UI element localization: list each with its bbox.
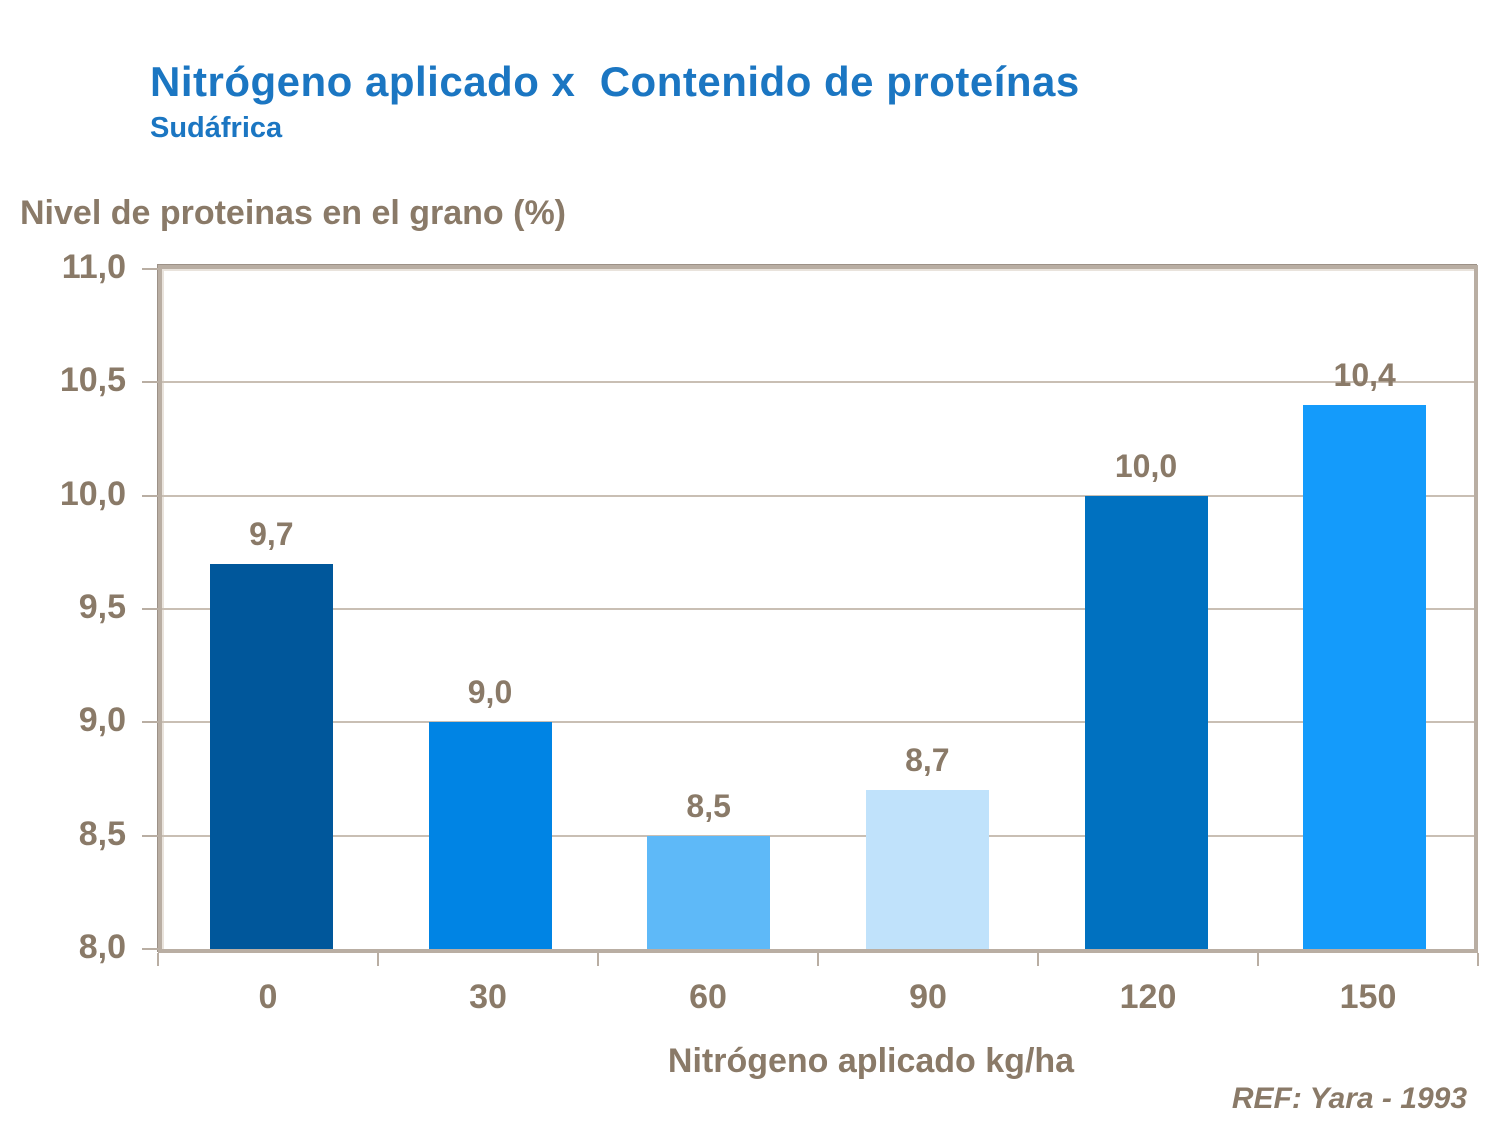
bar <box>865 790 989 949</box>
plot-area: 9,7 9,0 8,5 8,7 10,0 10,4 <box>158 265 1478 953</box>
x-category-label: 0 <box>258 978 278 1016</box>
bar <box>428 722 552 949</box>
bar-value-label: 8,5 <box>686 787 731 824</box>
reference-note: REF: Yara - 1993 <box>1231 1082 1467 1115</box>
x-category-label: 150 <box>1339 978 1397 1016</box>
gridline <box>162 608 1474 610</box>
x-tick-mark <box>1257 953 1259 966</box>
chart-title: Nitrógeno aplicado x Contenido de proteí… <box>150 58 1080 105</box>
y-tick-label: 10,0 <box>59 474 126 513</box>
x-category-label: 60 <box>689 978 727 1016</box>
y-tick-label: 10,5 <box>59 361 126 400</box>
bar <box>209 563 333 949</box>
y-tick-label: 9,5 <box>78 588 126 626</box>
y-tick-mark <box>142 608 158 610</box>
gridline <box>162 494 1474 497</box>
x-axis-title: Nitrógeno aplicado kg/ha <box>667 1042 1075 1080</box>
chart-subtitle: Sudáfrica <box>150 112 283 144</box>
y-tick-mark <box>142 721 158 724</box>
x-tick-mark <box>597 953 599 966</box>
x-category-label: 30 <box>469 978 507 1016</box>
gridline <box>162 381 1474 384</box>
x-tick-mark <box>377 953 379 966</box>
gridline <box>162 721 1474 724</box>
y-tick-label: 9,0 <box>78 701 126 740</box>
bar-value-label: 10,4 <box>1333 357 1396 393</box>
bar <box>1303 405 1427 949</box>
x-category-label: 120 <box>1119 978 1177 1016</box>
x-tick-mark <box>157 953 159 966</box>
x-tick-mark <box>817 953 819 966</box>
bar-value-label: 9,7 <box>249 515 294 552</box>
y-tick-mark <box>142 494 158 497</box>
y-tick-label: 11,0 <box>61 248 126 286</box>
bar <box>1084 495 1208 949</box>
y-tick-label: 8,0 <box>78 928 126 966</box>
x-category-label: 90 <box>909 978 947 1016</box>
bar-value-label: 9,0 <box>467 674 513 711</box>
y-tick-mark <box>142 834 158 837</box>
y-tick-label: 8,5 <box>78 814 126 853</box>
bar <box>647 835 771 949</box>
bar-value-label: 8,7 <box>905 742 950 779</box>
bar-value-label: 10,0 <box>1114 447 1178 484</box>
y-tick-mark <box>142 268 158 270</box>
x-tick-mark <box>1477 953 1479 966</box>
y-axis-title: Nivel de proteinas en el grano (%) <box>20 194 567 232</box>
y-tick-mark <box>142 381 158 384</box>
x-tick-mark <box>1037 953 1039 966</box>
gridline <box>162 834 1474 837</box>
y-tick-mark <box>142 948 158 950</box>
